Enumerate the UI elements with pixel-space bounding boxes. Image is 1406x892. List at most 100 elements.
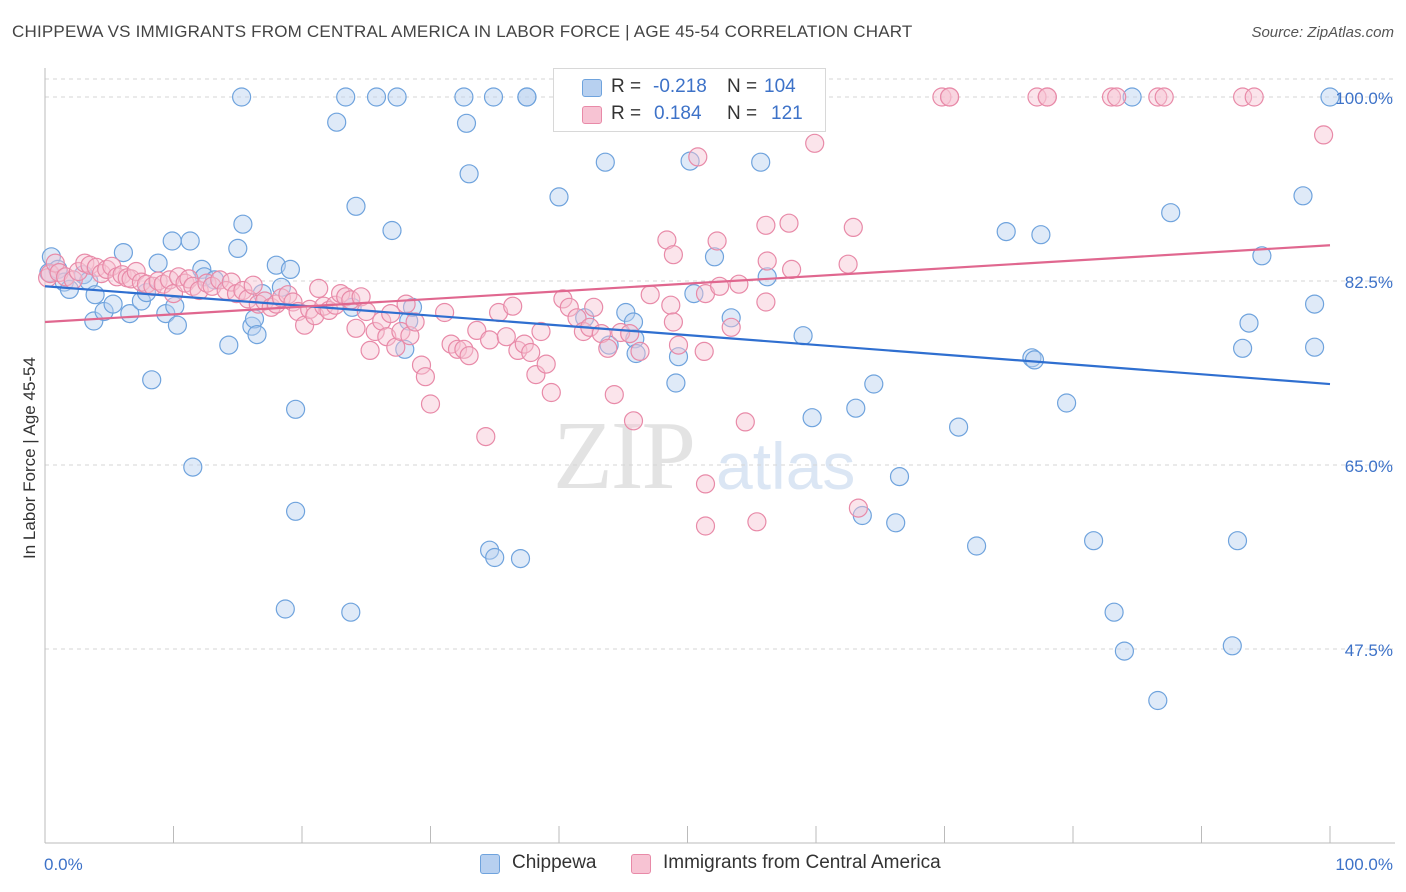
central-america-trend-line: [44, 244, 1331, 324]
tick-labels: 47.5% 65.0% 82.5% 100.0% 0.0% 100.0%: [44, 89, 1393, 874]
central-america-point: [435, 302, 455, 323]
chippewa-point: [454, 87, 474, 107]
chippewa-point: [366, 87, 387, 107]
chippewa-point: [1104, 602, 1124, 622]
chippewa-point: [599, 335, 619, 355]
central-america-point: [1107, 87, 1127, 107]
chippewa-point: [886, 513, 906, 533]
central-america-point: [661, 295, 681, 315]
chippewa-point: [180, 231, 200, 251]
chippewa-point: [996, 222, 1016, 242]
legend-n-label: N =: [727, 76, 758, 97]
central-america-point: [694, 341, 714, 361]
chippewa-point: [483, 87, 504, 107]
chippewa-point: [1031, 225, 1051, 245]
central-america-point: [1244, 87, 1264, 107]
chippewa-legend-label: Chippewa: [512, 852, 597, 873]
chippewa-point: [459, 164, 479, 184]
central-america-point: [243, 275, 263, 295]
central-america-point: [396, 294, 416, 314]
central-america-point: [346, 318, 366, 338]
central-america-point: [604, 385, 624, 405]
chippewa-point: [1232, 338, 1253, 358]
chippewa-point: [1056, 393, 1077, 413]
trend-lines: [44, 244, 1331, 386]
chippewa-point: [948, 417, 969, 437]
legend-n-label: N =: [727, 103, 758, 124]
central-america-point: [1232, 87, 1253, 107]
chippewa-point: [341, 602, 361, 622]
chippewa-point: [1239, 313, 1259, 333]
chippewa-point: [889, 467, 910, 487]
central-america-point: [351, 287, 371, 307]
central-america-point: [420, 394, 441, 414]
chippewa-point: [142, 370, 162, 390]
central-america-point: [331, 284, 351, 304]
central-america-point: [467, 320, 487, 340]
y-tick-label: 82.5%: [1345, 273, 1393, 292]
chippewa-point: [549, 187, 569, 207]
chippewa-point: [286, 501, 306, 521]
central-america-point: [939, 87, 960, 107]
central-america-point: [756, 215, 776, 235]
chippewa-point: [751, 152, 771, 172]
chippewa-point: [286, 399, 306, 419]
central-america-point: [559, 297, 579, 317]
central-america-point: [630, 341, 650, 361]
central-america-point: [210, 270, 230, 290]
axes: [44, 68, 1395, 844]
central-america-point: [695, 474, 716, 494]
central-america-point: [541, 382, 561, 403]
chippewa-point: [266, 255, 286, 275]
central-america-point: [476, 427, 496, 447]
chippewa-point: [1320, 87, 1340, 107]
legend-r-value: -0.218: [653, 76, 707, 97]
y-tick-label: 65.0%: [1345, 457, 1393, 476]
central-america-point: [391, 321, 411, 342]
chippewa-point: [485, 547, 505, 568]
central-america-point: [415, 367, 435, 387]
y-tick-label: 47.5%: [1345, 641, 1393, 660]
chippewa-point: [232, 87, 252, 107]
central-america-points: [37, 87, 1334, 536]
central-america-point: [735, 412, 755, 432]
central-america-point: [707, 231, 727, 251]
central-america-point: [405, 312, 425, 332]
central-america-point: [1037, 87, 1057, 107]
central-america-point: [454, 339, 474, 359]
chippewa-point: [336, 87, 356, 107]
central-america-point: [496, 327, 516, 347]
chippewa-point: [162, 231, 182, 251]
chippewa-point: [625, 329, 645, 349]
central-america-point: [688, 147, 708, 167]
legend-n-value: 104: [764, 76, 796, 97]
y-axis-label: In Labor Force | Age 45-54: [20, 357, 39, 559]
central-america-point: [848, 498, 869, 518]
central-america-point: [45, 253, 65, 273]
central-america-point: [531, 321, 551, 342]
chippewa-point: [280, 259, 300, 279]
central-america-point: [365, 321, 385, 342]
chippewa-point: [1222, 636, 1242, 656]
central-america-point: [805, 133, 825, 153]
chippewa-point: [275, 599, 295, 619]
central-america-point: [598, 338, 618, 358]
central-america-point: [112, 265, 132, 285]
central-america-point: [757, 251, 777, 271]
central-america-point: [126, 261, 146, 282]
chippewa-point: [219, 335, 239, 355]
central-america-point: [663, 245, 684, 265]
central-america-point: [1101, 87, 1122, 107]
central-america-point: [721, 317, 741, 337]
chippewa-point: [1114, 641, 1135, 661]
chippewa-swatch: [480, 854, 500, 874]
chippewa-point: [228, 238, 248, 258]
chippewa-point: [382, 220, 402, 241]
chippewa-point: [1227, 531, 1248, 551]
x-tick-label: 100.0%: [1335, 855, 1393, 874]
chippewa-point: [167, 315, 187, 335]
correlation-legend: R = -0.218 N = 104 R = 0.184 N = 121: [553, 68, 826, 132]
central-america-point: [447, 339, 468, 359]
central-america-point: [584, 297, 604, 317]
chart-title: CHIPPEWA VS IMMIGRANTS FROM CENTRAL AMER…: [12, 22, 913, 41]
